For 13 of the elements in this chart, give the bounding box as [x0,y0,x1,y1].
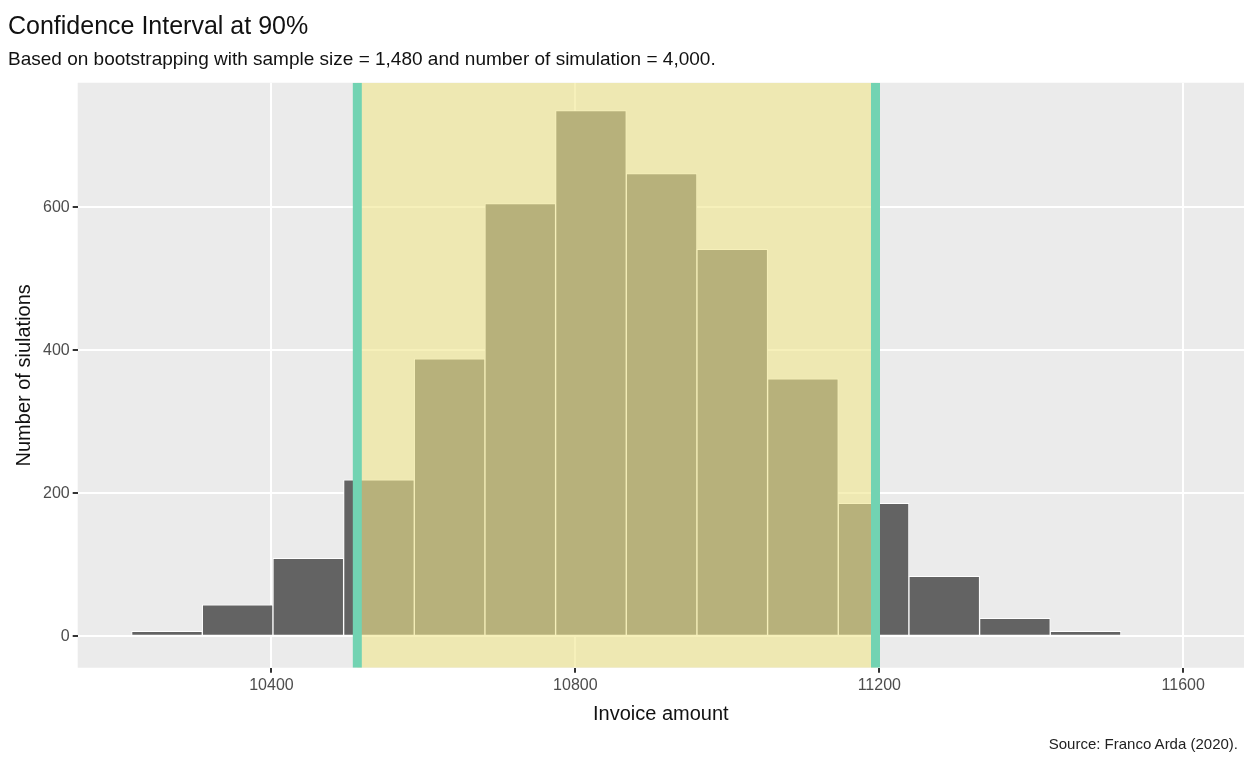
x-tick-label: 11600 [1161,675,1205,693]
y-tick-label: 400 [42,340,70,358]
chart-title: Confidence Interval at 90% [8,10,309,39]
x-tick-label: 10800 [553,675,598,693]
x-axis-title: Invoice amount [593,701,730,724]
y-axis-title: Number of siulations [11,284,34,467]
x-tick-label: 10400 [249,675,294,693]
y-tick-label: 200 [42,483,70,501]
x-tick-label: 11200 [857,675,902,693]
chart-subtitle: Based on bootstrapping with sample size = 1,480 and number of simulation = 4,000. [8,47,716,69]
y-tick-label: 0 [60,626,70,644]
y-tick-label: 600 [42,197,70,215]
source-note: Source: Franco Arda (2020). [1048,735,1238,752]
